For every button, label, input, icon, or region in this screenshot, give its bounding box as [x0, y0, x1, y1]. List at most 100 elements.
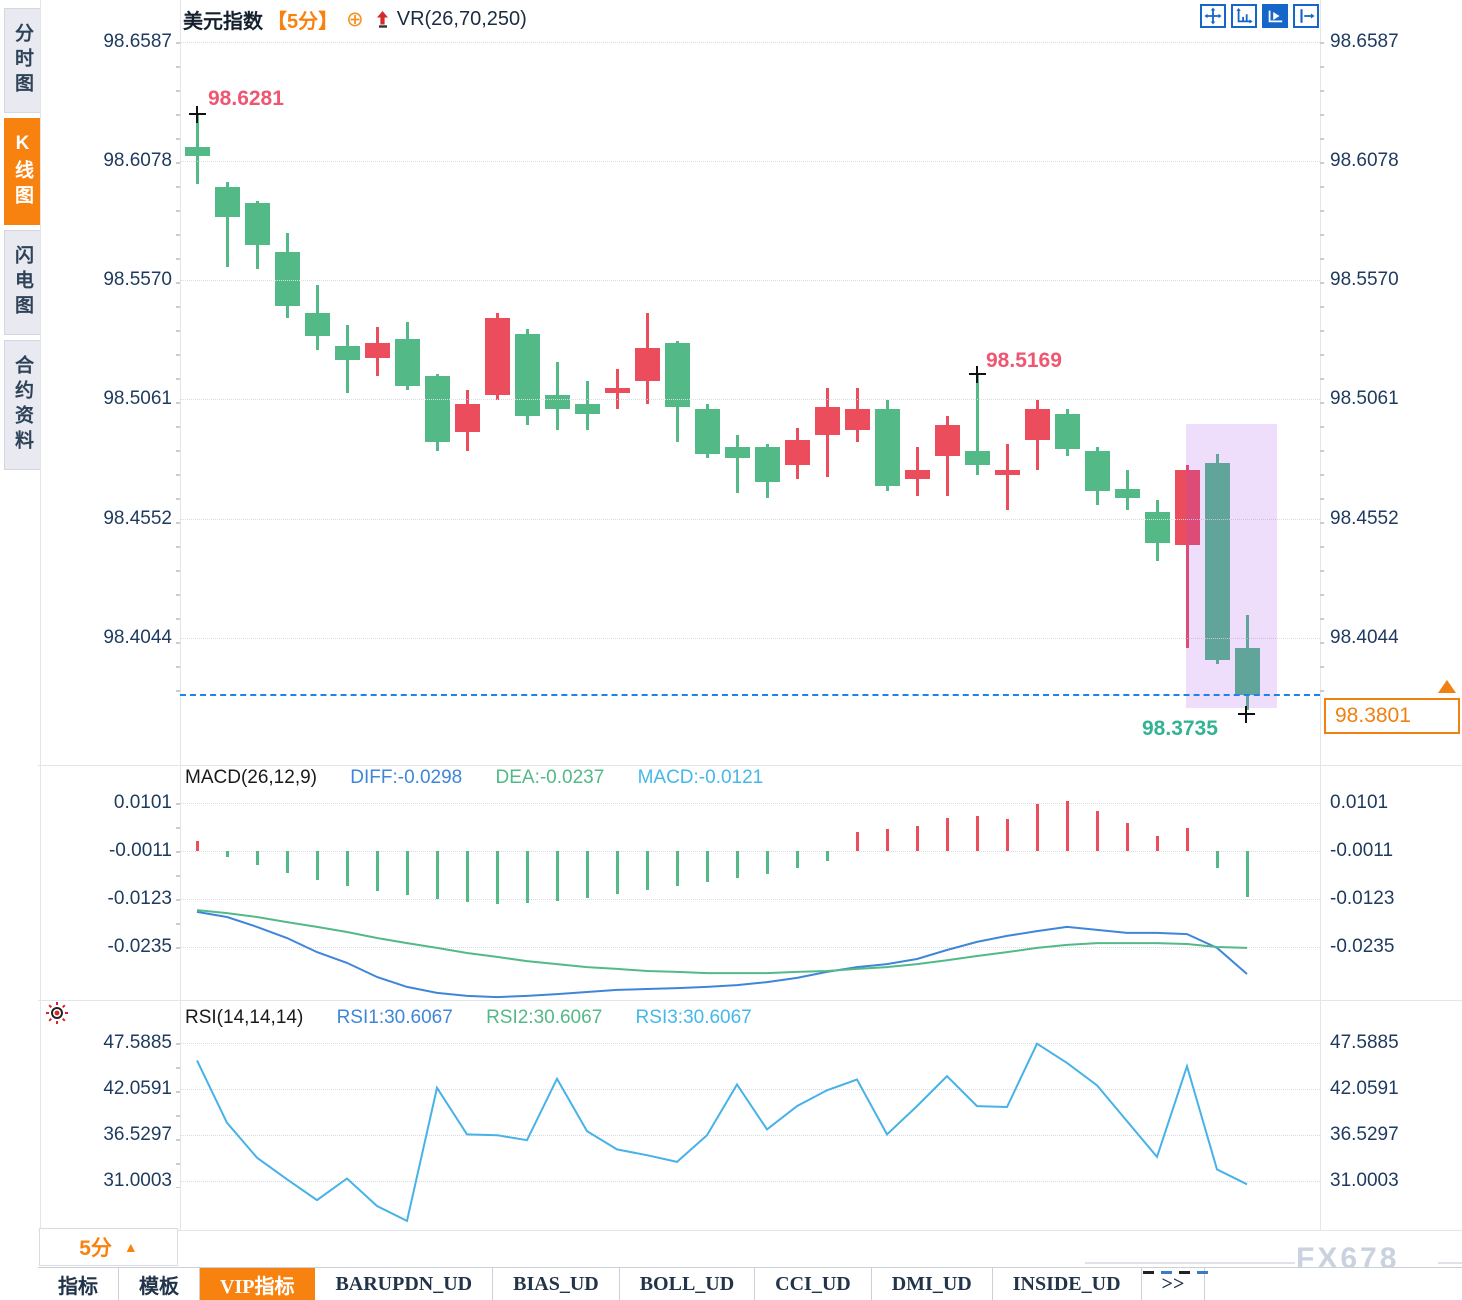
tab-vip指标[interactable]: VIP指标 — [200, 1268, 316, 1300]
rsi-axis-label-right: 31.0003 — [1330, 1169, 1399, 1191]
macd-axis-label-right: -0.0123 — [1330, 887, 1395, 909]
price-axis-label-left: 98.6078 — [103, 150, 172, 172]
candlestick-plot-area[interactable] — [180, 30, 1320, 765]
macd-histogram-bar — [586, 851, 589, 899]
macd-histogram-bar — [916, 826, 919, 851]
triangle-up-icon: ▲ — [123, 1239, 138, 1255]
rsi-axis-label-right: 47.5885 — [1330, 1032, 1399, 1053]
price-up-triangle-icon — [1438, 680, 1456, 693]
axis-play-icon[interactable] — [1262, 4, 1288, 28]
tab-模板[interactable]: 模板 — [119, 1268, 200, 1300]
candle-body — [875, 409, 900, 487]
macd-histogram-bar — [376, 851, 379, 892]
macd-histogram-bar — [886, 829, 889, 851]
candle-body — [635, 348, 660, 381]
period-selector[interactable]: 5分 ▲ — [39, 1228, 178, 1266]
vr-indicator-label: VR(26,70,250) — [396, 8, 527, 30]
candle-body — [815, 406, 840, 435]
tab-inside-ud[interactable]: INSIDE_UD — [993, 1268, 1142, 1300]
macd-histogram-bar — [1006, 819, 1009, 851]
add-overlay-icon[interactable]: ⊕ — [346, 8, 364, 31]
candle-wick — [1006, 444, 1009, 510]
macd-histogram-bar — [676, 851, 679, 887]
tab-指标[interactable]: 指标 — [38, 1268, 119, 1300]
macd-histogram-bar — [406, 851, 409, 896]
price-axis-label-left: 98.5061 — [103, 388, 172, 410]
candle-body — [455, 404, 480, 433]
rsi-axis-label-left: 36.5297 — [103, 1123, 172, 1145]
move-crosshair-icon[interactable] — [1200, 4, 1226, 28]
rsi-alert-icon[interactable] — [45, 1001, 69, 1030]
macd-histogram-bar — [646, 851, 649, 891]
candle-body — [725, 446, 750, 459]
rsi-gridline — [180, 1088, 1320, 1090]
watermark-line-left — [1085, 1262, 1295, 1264]
macd-histogram-bar — [466, 851, 469, 903]
annotation-session-high: 98.6281 — [208, 87, 284, 110]
macd-histogram-bar — [1216, 851, 1219, 869]
annotation-local-high: 98.5169 — [986, 349, 1062, 372]
candle-body — [665, 343, 690, 407]
tab-barupdn-ud[interactable]: BARUPDN_UD — [315, 1268, 494, 1300]
tab-dmi-ud[interactable]: DMI_UD — [872, 1268, 993, 1300]
candle-body — [395, 338, 420, 386]
macd-histogram-bar — [1096, 811, 1099, 851]
macd-axis-label-right: 0.0101 — [1330, 792, 1389, 813]
minor-ticks-left-macd — [176, 803, 180, 953]
macd-histogram-bar — [496, 851, 499, 905]
rsi1-value: RSI1:30.6067 — [336, 1007, 453, 1028]
macd-histogram-bar — [286, 851, 289, 874]
price-axis-label-left: 98.4044 — [103, 626, 172, 648]
chart-toolbar — [1195, 4, 1319, 28]
macd-axis-label-left: -0.0123 — [107, 887, 172, 909]
price-axis-label-right: 98.5570 — [1330, 269, 1399, 291]
rsi-bottom-divider — [38, 1230, 1462, 1231]
macd-histogram-bar — [736, 851, 739, 879]
candle-body — [995, 469, 1020, 475]
candle-body — [845, 409, 870, 431]
minor-ticks-left — [176, 42, 180, 702]
macd-histogram-bar — [826, 851, 829, 862]
macd-histogram-bar — [976, 816, 979, 851]
cross-marker — [189, 105, 206, 123]
minor-ticks-right — [1320, 42, 1324, 702]
chart-title-row: 美元指数 【5分】 ⊕ VR(26,70,250) — [183, 5, 527, 34]
price-gridline — [180, 399, 1320, 401]
macd-histogram-bar — [1156, 836, 1159, 851]
macd-histogram-bar — [556, 851, 559, 902]
price-axis-label-left: 98.6587 — [103, 31, 172, 52]
axis-zoom-icon[interactable] — [1231, 4, 1257, 28]
price-gridline — [180, 637, 1320, 639]
last-price-tag: 98.3801 — [1324, 698, 1460, 734]
sidebar-item-1[interactable]: K线图 — [4, 118, 41, 225]
tab->>[interactable]: >> — [1142, 1268, 1206, 1300]
price-gridline — [180, 161, 1320, 163]
minor-ticks-left-rsi — [176, 1043, 180, 1188]
sidebar-item-2[interactable]: 闪电图 — [4, 230, 41, 335]
candle-body — [1025, 409, 1050, 440]
macd-dea-value: DEA:-0.0237 — [495, 767, 605, 788]
price-axis-label-right: 98.6587 — [1330, 31, 1399, 52]
instrument-title: 美元指数 — [183, 11, 263, 33]
sidebar-item-0[interactable]: 分时图 — [4, 8, 41, 113]
annotation-session-low: 98.3735 — [1142, 717, 1218, 740]
period-tag[interactable]: 【5分】 — [267, 11, 339, 33]
macd-histogram-bar — [226, 851, 229, 858]
macd-gridline — [180, 851, 1320, 852]
plot-left-border — [180, 0, 181, 1230]
candle-body — [755, 446, 780, 482]
macd-histogram-bar — [196, 841, 199, 851]
pan-right-icon[interactable] — [1293, 4, 1319, 28]
price-axis-label-right: 98.5061 — [1330, 388, 1399, 410]
candle-body — [425, 376, 450, 442]
candle-body — [575, 404, 600, 414]
candle-body — [965, 451, 990, 466]
last-price-dashed-line — [180, 694, 1320, 696]
chart-type-sidebar: 分时图 K线图 闪电图 合约资料 — [4, 8, 41, 475]
tab-bias-ud[interactable]: BIAS_UD — [493, 1268, 620, 1300]
tab-cci-ud[interactable]: CCI_UD — [755, 1268, 872, 1300]
candle-wick — [976, 374, 979, 475]
macd-axis-label-right: -0.0235 — [1330, 935, 1395, 957]
tab-boll-ud[interactable]: BOLL_UD — [620, 1268, 756, 1300]
